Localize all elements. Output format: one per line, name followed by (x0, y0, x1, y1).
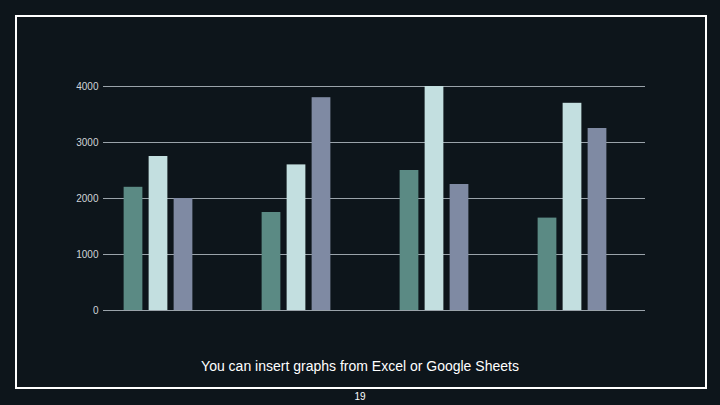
html-text:19: 19 (354, 391, 366, 402)
svg-text:3000: 3000 (76, 137, 99, 148)
svg-text:4000: 4000 (76, 81, 99, 92)
svg-text:0: 0 (93, 305, 99, 316)
html-text:You can insert graphs from Exc: You can insert graphs from Excel or Goog… (201, 358, 519, 374)
svg-text:1000: 1000 (76, 249, 99, 260)
svg-text:2000: 2000 (76, 193, 99, 204)
